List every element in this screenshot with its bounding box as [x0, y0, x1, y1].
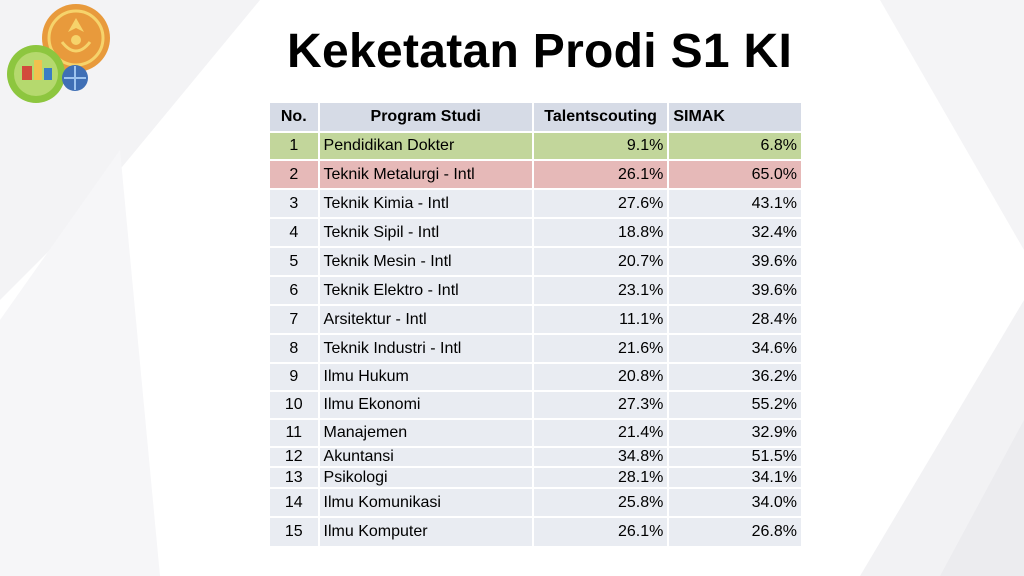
cell-simak: 28.4% — [669, 306, 803, 335]
cell-simak: 36.2% — [669, 364, 803, 392]
cell-no: 3 — [270, 190, 320, 219]
table-row: 1 Pendidikan Dokter 9.1% 6.8% — [270, 133, 803, 161]
cell-program: Pendidikan Dokter — [319, 133, 534, 161]
cell-program: Teknik Elektro - Intl — [319, 277, 534, 306]
cell-talentscouting: 26.1% — [533, 518, 670, 548]
cell-talentscouting: 9.1% — [533, 133, 670, 161]
cell-program: Teknik Kimia - Intl — [319, 190, 534, 219]
table-header-row: No. Program Studi Talentscouting SIMAK — [270, 103, 803, 133]
cell-program: Psikologi — [319, 468, 534, 489]
cell-no: 12 — [270, 448, 320, 468]
cell-talentscouting: 28.1% — [533, 468, 670, 489]
table-row: 7 Arsitektur - Intl 11.1% 28.4% — [270, 306, 803, 335]
cell-no: 10 — [270, 392, 320, 420]
cell-talentscouting: 11.1% — [533, 306, 670, 335]
cell-talentscouting: 27.6% — [533, 190, 670, 219]
cell-program: Ilmu Hukum — [319, 364, 534, 392]
cell-no: 7 — [270, 306, 320, 335]
table-row: 9 Ilmu Hukum 20.8% 36.2% — [270, 364, 803, 392]
cell-no: 11 — [270, 420, 320, 448]
cell-program: Akuntansi — [319, 448, 534, 468]
cell-no: 9 — [270, 364, 320, 392]
cell-simak: 32.4% — [669, 219, 803, 248]
table-row: 8 Teknik Industri - Intl 21.6% 34.6% — [270, 335, 803, 364]
cell-program: Teknik Metalurgi - Intl — [319, 161, 534, 190]
cell-simak: 34.1% — [669, 468, 803, 489]
table-row: 5 Teknik Mesin - Intl 20.7% 39.6% — [270, 248, 803, 277]
university-seal-icon — [42, 4, 110, 72]
cell-talentscouting: 18.8% — [533, 219, 670, 248]
cell-no: 14 — [270, 489, 320, 518]
cell-talentscouting: 20.8% — [533, 364, 670, 392]
cell-simak: 34.6% — [669, 335, 803, 364]
faculty-badge-icon — [7, 45, 65, 103]
header-talentscouting: Talentscouting — [533, 103, 670, 133]
cell-simak: 39.6% — [669, 248, 803, 277]
cell-simak: 32.9% — [669, 420, 803, 448]
cell-program: Ilmu Ekonomi — [319, 392, 534, 420]
table-row: 12 Akuntansi 34.8% 51.5% — [270, 448, 803, 468]
cell-simak: 51.5% — [669, 448, 803, 468]
table-row: 4 Teknik Sipil - Intl 18.8% 32.4% — [270, 219, 803, 248]
cell-simak: 39.6% — [669, 277, 803, 306]
cell-simak: 55.2% — [669, 392, 803, 420]
globe-badge-icon — [62, 65, 88, 91]
table-body: 1 Pendidikan Dokter 9.1% 6.8% 2 Teknik Metalu… — [270, 133, 803, 548]
table-row: 13 Psikologi 28.1% 34.1% — [270, 468, 803, 489]
cell-no: 15 — [270, 518, 320, 548]
cell-talentscouting: 26.1% — [533, 161, 670, 190]
cell-program: Arsitektur - Intl — [319, 306, 534, 335]
cell-program: Manajemen — [319, 420, 534, 448]
cell-talentscouting: 27.3% — [533, 392, 670, 420]
table-row: 14 Ilmu Komunikasi 25.8% 34.0% — [270, 489, 803, 518]
cell-talentscouting: 21.4% — [533, 420, 670, 448]
cell-program: Teknik Industri - Intl — [319, 335, 534, 364]
cell-simak: 43.1% — [669, 190, 803, 219]
header-simak: SIMAK — [669, 103, 803, 133]
table-row: 10 Ilmu Ekonomi 27.3% 55.2% — [270, 392, 803, 420]
logo-group — [4, 2, 114, 104]
cell-program: Ilmu Komputer — [319, 518, 534, 548]
cell-no: 1 — [270, 133, 320, 161]
cell-no: 6 — [270, 277, 320, 306]
table-row: 6 Teknik Elektro - Intl 23.1% 39.6% — [270, 277, 803, 306]
cell-simak: 34.0% — [669, 489, 803, 518]
selectivity-table: No. Program Studi Talentscouting SIMAK 1… — [270, 103, 803, 548]
table-row: 11 Manajemen 21.4% 32.9% — [270, 420, 803, 448]
cell-simak: 65.0% — [669, 161, 803, 190]
page-title: Keketatan Prodi S1 KI — [287, 25, 793, 78]
cell-no: 5 — [270, 248, 320, 277]
table-row: 3 Teknik Kimia - Intl 27.6% 43.1% — [270, 190, 803, 219]
cell-no: 13 — [270, 468, 320, 489]
cell-no: 2 — [270, 161, 320, 190]
table-row: 2 Teknik Metalurgi - Intl 26.1% 65.0% — [270, 161, 803, 190]
cell-simak: 26.8% — [669, 518, 803, 548]
cell-no: 8 — [270, 335, 320, 364]
table-row: 15 Ilmu Komputer 26.1% 26.8% — [270, 518, 803, 548]
cell-program: Ilmu Komunikasi — [319, 489, 534, 518]
header-no: No. — [270, 103, 320, 133]
cell-no: 4 — [270, 219, 320, 248]
cell-program: Teknik Sipil - Intl — [319, 219, 534, 248]
cell-talentscouting: 25.8% — [533, 489, 670, 518]
cell-program: Teknik Mesin - Intl — [319, 248, 534, 277]
cell-talentscouting: 21.6% — [533, 335, 670, 364]
cell-talentscouting: 34.8% — [533, 448, 670, 468]
cell-simak: 6.8% — [669, 133, 803, 161]
cell-talentscouting: 23.1% — [533, 277, 670, 306]
header-program: Program Studi — [319, 103, 534, 133]
cell-talentscouting: 20.7% — [533, 248, 670, 277]
